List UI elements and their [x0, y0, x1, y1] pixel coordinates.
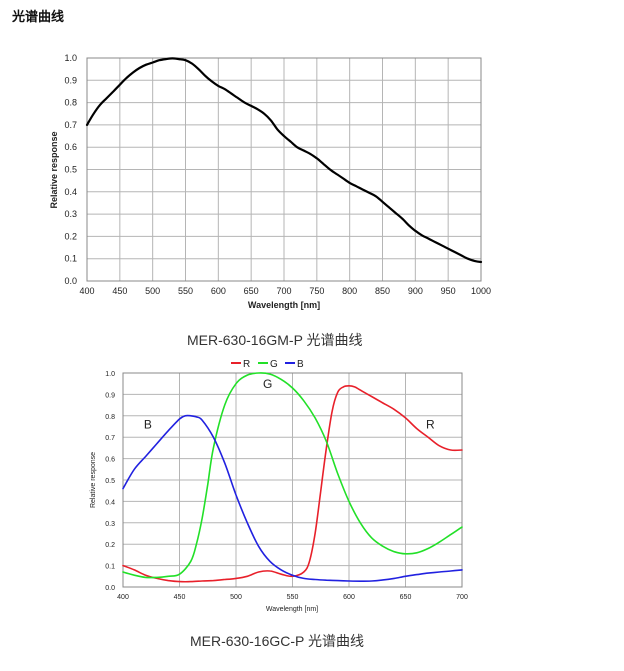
chart1-x-tick: 550: [178, 286, 193, 296]
chart1-y-tick: 0.0: [64, 276, 77, 286]
chart1-series-line-response: [85, 57, 483, 264]
chart1-y-tick-labels: 0.0 0.1 0.2 0.3 0.4 0.5 0.6 0.7 0.8 0.9 1.0: [64, 53, 77, 286]
chart2-series-line-r: [122, 385, 463, 583]
chart2-x-axis-label: Wavelength [nm]: [266, 606, 318, 613]
chart1-y-tick: 0.5: [64, 165, 77, 175]
chart2-y-tick: 0.2: [105, 542, 115, 549]
chart1-caption: MER-630-16GM-P 光谱曲线: [187, 332, 363, 348]
legend-label-r: R: [243, 359, 250, 370]
chart1-x-tick: 400: [79, 286, 94, 296]
chart2-y-tick: 0.0: [105, 585, 115, 592]
curve-label-b: B: [144, 418, 152, 432]
chart2-series: [122, 372, 463, 583]
chart1-x-tick: 700: [276, 286, 291, 296]
legend-label-b: B: [297, 359, 304, 370]
chart2-series-line-g: [122, 372, 463, 579]
chart2-y-tick: 0.8: [105, 414, 115, 421]
chart1-x-tick: 500: [145, 286, 160, 296]
chart1-y-tick: 0.2: [64, 231, 77, 241]
chart1-x-tick: 850: [375, 286, 390, 296]
chart1-plot-frame: [86, 57, 482, 282]
chart1-series: [85, 57, 483, 264]
chart2-x-tick: 550: [287, 594, 299, 601]
chart2-x-tick: 650: [400, 594, 412, 601]
chart1-x-tick: 800: [342, 286, 357, 296]
chart1-x-tick: 650: [244, 286, 259, 296]
chart2-y-tick: 0.3: [105, 521, 115, 528]
chart1-x-tick-labels: 400 450 500 550 600 650 700 750 800 850 900 950 1000: [79, 286, 491, 296]
chart2-series-line-b: [122, 414, 463, 582]
chart1-y-tick: 0.9: [64, 75, 77, 85]
chart2-y-tick: 0.5: [105, 478, 115, 485]
chart1-y-axis-label: Relative response: [49, 131, 59, 208]
chart1-y-tick: 0.1: [64, 254, 77, 264]
chart2-grid: [122, 372, 463, 588]
chart2-y-axis-label: Relative response: [90, 452, 97, 508]
curve-label-r: R: [426, 418, 435, 432]
chart2-y-tick: 1.0: [105, 371, 115, 378]
chart2-x-tick: 700: [456, 594, 468, 601]
chart2-plot-frame: [122, 372, 463, 588]
chart2-x-tick: 450: [174, 594, 186, 601]
legend-label-g: G: [270, 359, 278, 370]
chart1-x-tick: 600: [211, 286, 226, 296]
chart1-y-tick: 0.7: [64, 120, 77, 130]
chart1-y-tick: 0.6: [64, 142, 77, 152]
chart1-y-tick: 1.0: [64, 53, 77, 63]
chart2-y-tick: 0.1: [105, 564, 115, 571]
chart2-annotations: B G R: [144, 377, 435, 432]
chart1-x-tick: 450: [112, 286, 127, 296]
chart1-x-tick: 900: [408, 286, 423, 296]
chart1-x-tick: 950: [441, 286, 456, 296]
chart1-x-tick: 750: [309, 286, 324, 296]
chart2-y-tick: 0.9: [105, 392, 115, 399]
chart1-x-tick: 1000: [471, 286, 491, 296]
chart2-x-tick-labels: 400 450 500 550 600 650 700: [117, 594, 468, 601]
chart2-caption: MER-630-16GC-P 光谱曲线: [190, 633, 365, 649]
chart2-y-tick-labels: 0.0 0.1 0.2 0.3 0.4 0.5 0.6 0.7 0.8 0.9 1.0: [105, 371, 115, 592]
chart2-x-tick: 600: [343, 594, 355, 601]
chart2-x-tick: 400: [117, 594, 129, 601]
chart1-y-tick: 0.4: [64, 187, 77, 197]
chart2-y-tick: 0.4: [105, 499, 115, 506]
curve-label-g: G: [263, 377, 272, 391]
chart2-x-tick: 500: [230, 594, 242, 601]
chart1-x-axis-label: Wavelength [nm]: [248, 300, 320, 310]
chart2-y-tick: 0.6: [105, 457, 115, 464]
section-heading: 光谱曲线: [12, 9, 65, 24]
chart2-y-tick: 0.7: [105, 435, 115, 442]
chart1-y-tick: 0.3: [64, 209, 77, 219]
chart1-y-tick: 0.8: [64, 98, 77, 108]
